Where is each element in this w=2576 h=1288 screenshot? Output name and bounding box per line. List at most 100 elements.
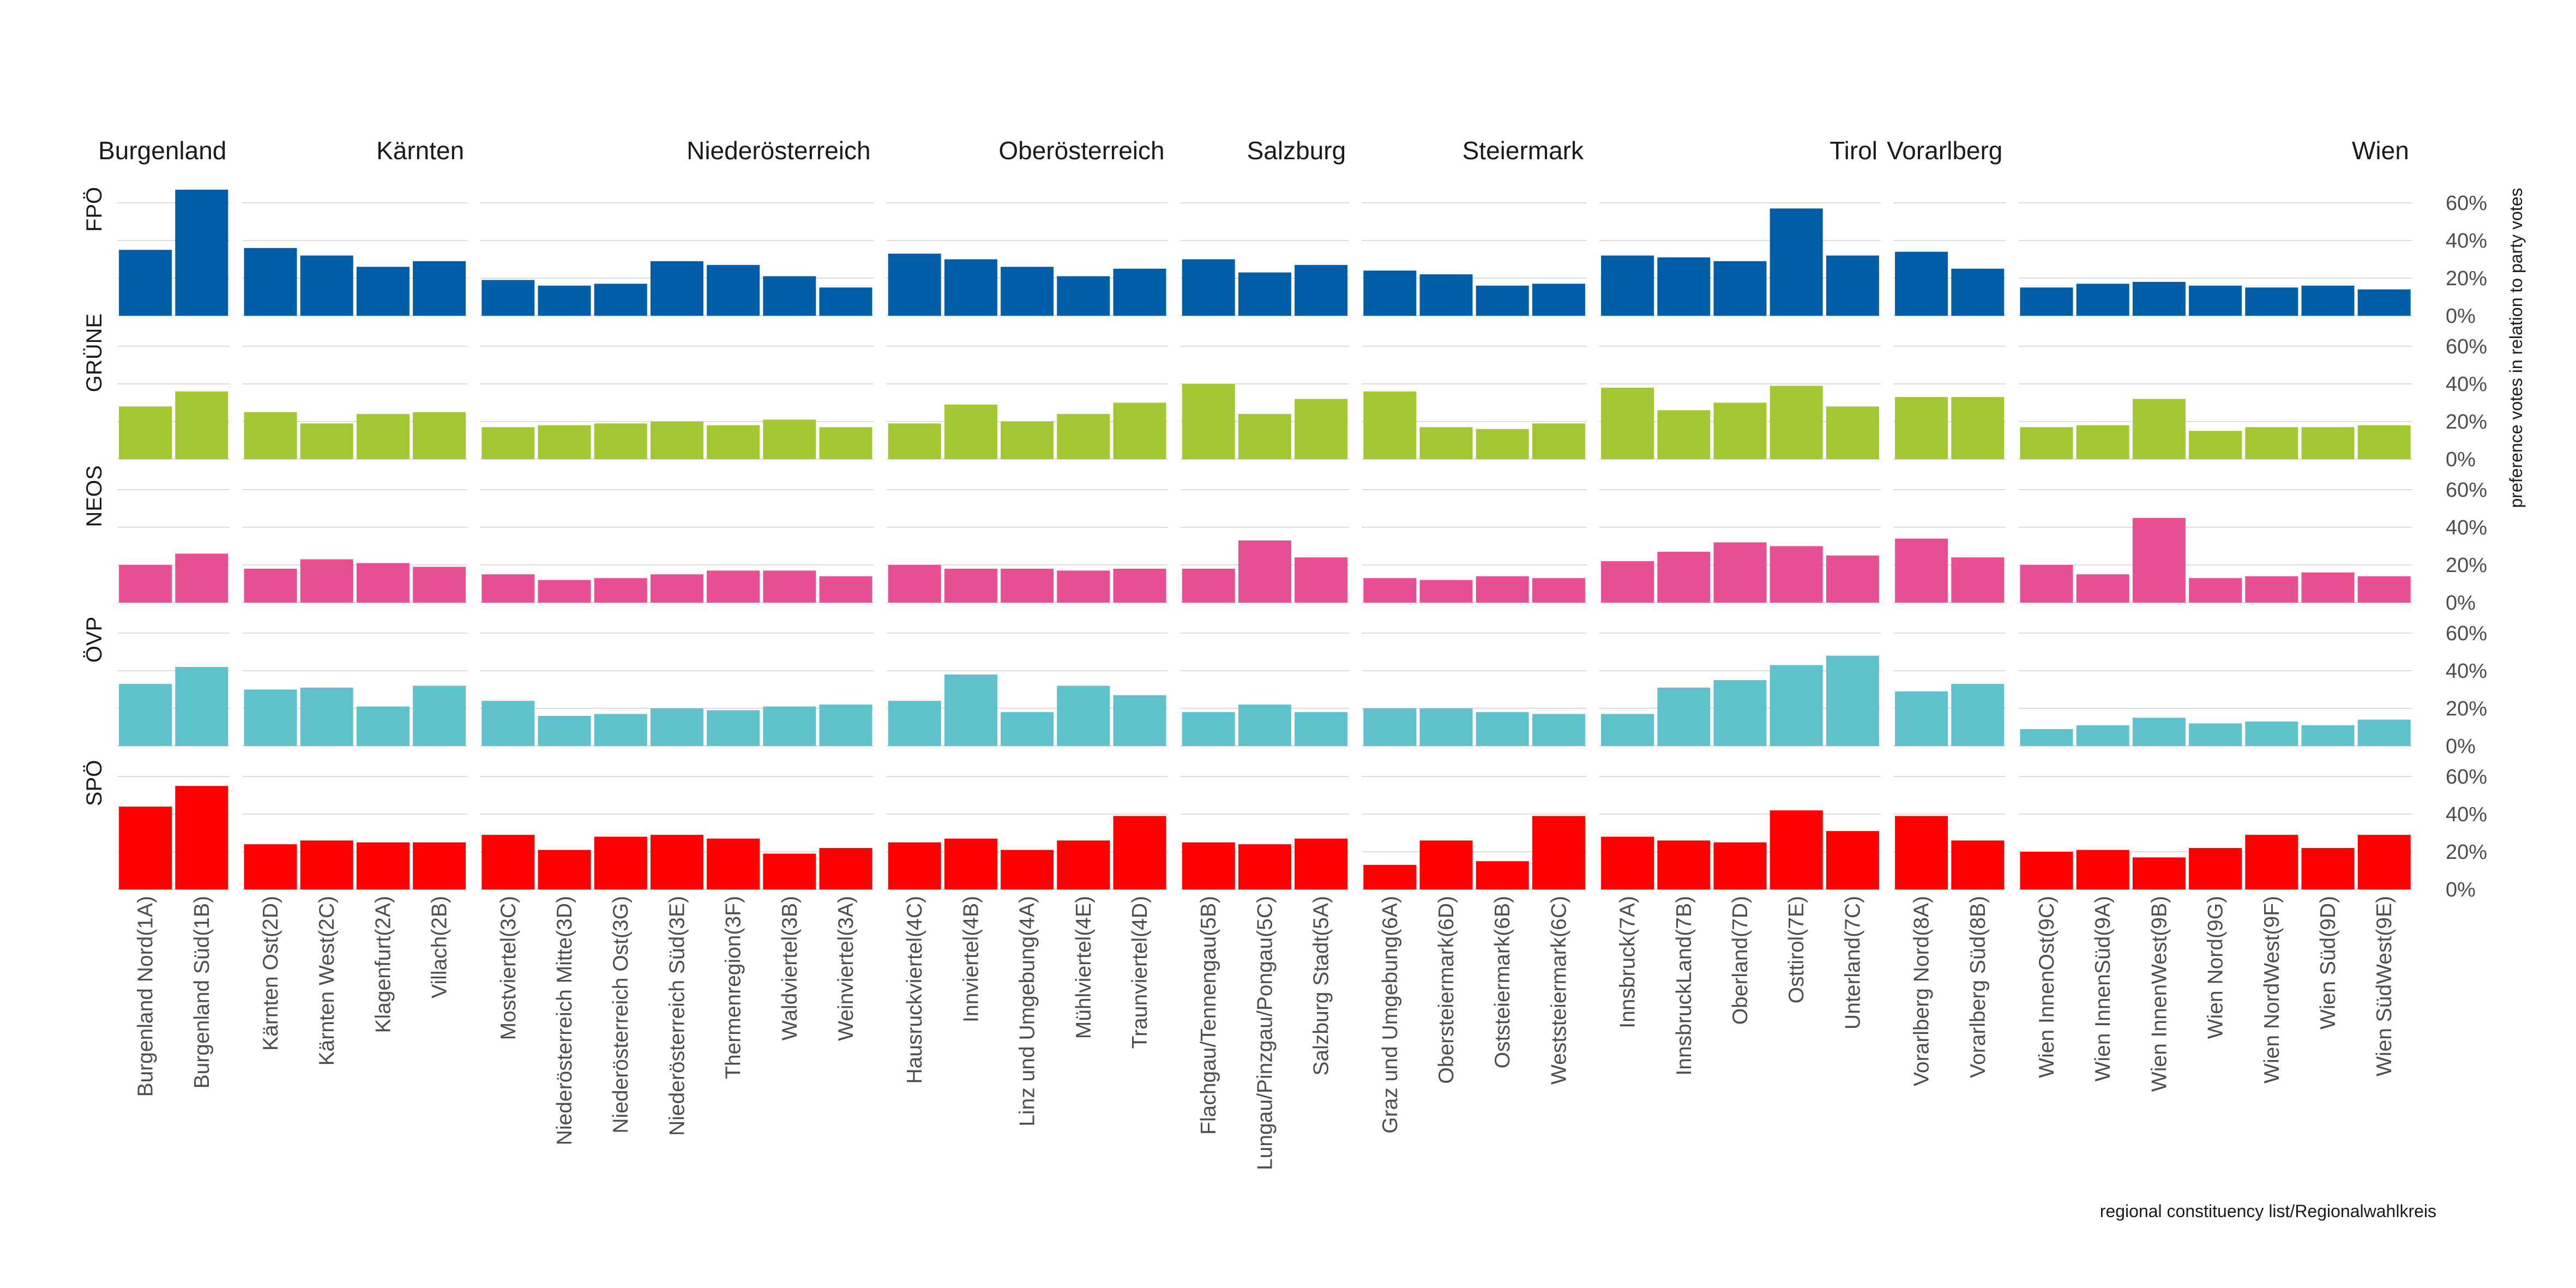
bar-grune-niederosterreich-ost-3g [594,423,647,459]
bar-ovp-wien-innenwest-9b [2132,718,2186,746]
bar-fpo-niederosterreich-sud-3e [650,261,703,316]
bar-grune-mostviertel-3c [482,427,535,459]
y-tick-label: 40% [2446,230,2487,252]
bar-neos-waldviertel-3b [763,570,816,603]
x-category-label: Kärnten Ost(2D) [259,896,282,1051]
x-category-label: Wien InnenOst(9C) [2035,896,2059,1078]
bar-grune-wien-sud-9d [2301,427,2355,459]
bar-grune-graz-und-umgebung-6a [1363,391,1417,459]
x-category-label: Flachgau/Tennengau(5B) [1197,896,1220,1135]
bar-ovp-villach-2b [413,685,466,746]
bar-ovp-wien-innenost-9c [2020,729,2073,746]
bar-spo-wien-nordwest-9f [2245,834,2298,889]
bar-neos-muhlviertel-4e [1057,570,1110,603]
bar-grune-klagenfurt-2a [356,414,410,459]
bar-fpo-unterland-7c [1826,255,1879,316]
y-tick-label: 0% [2446,448,2476,471]
bar-fpo-salzburg-stadt-5a [1295,264,1348,316]
bar-ovp-osttirol-7e [1770,665,1823,746]
x-category-label: Wien SüdWest(9E) [2373,896,2396,1076]
bar-neos-niederosterreich-ost-3g [594,578,647,603]
bar-ovp-obersteiermark-6d [1419,708,1473,746]
bar-ovp-unterland-7c [1826,655,1879,746]
bar-fpo-waldviertel-3b [763,276,816,316]
x-category-label: Mostviertel(3C) [497,896,520,1040]
bar-grune-burgenland-sud-1b [175,391,228,459]
x-category-label: Kärnten West(2C) [315,896,339,1066]
x-category-label: Innviertel(4B) [959,896,983,1022]
bar-fpo-oststeiermark-6b [1476,285,1529,316]
bar-neos-vorarlberg-nord-8a [1895,538,1948,603]
bar-spo-mostviertel-3c [482,834,535,889]
x-category-label: Unterland(7C) [1841,896,1864,1030]
x-category-label: Vorarlberg Süd(8B) [1966,896,1990,1078]
bar-fpo-villach-2b [413,261,466,316]
bar-grune-innsbruckland-7b [1657,410,1711,459]
bar-neos-graz-und-umgebung-6a [1363,578,1417,603]
bar-fpo-burgenland-nord-1a [119,250,172,316]
x-category-label: Obersteiermark(6D) [1435,896,1458,1084]
bar-spo-hausruckviertel-4c [888,842,941,889]
bar-fpo-oberland-7d [1713,261,1767,316]
bar-ovp-karnten-ost-2d [244,689,297,746]
bar-ovp-wien-nordwest-9f [2245,721,2298,746]
x-category-label: Oberland(7D) [1729,896,1752,1025]
y-tick-label: 20% [2446,267,2487,290]
bar-neos-villach-2b [413,567,466,603]
y-tick-label: 40% [2446,660,2487,683]
bar-grune-waldviertel-3b [763,419,816,459]
bar-grune-wien-innensud-9a [2076,425,2129,459]
bar-layer [119,189,2411,889]
bar-spo-niederosterreich-ost-3g [594,836,647,889]
bar-ovp-niederosterreich-ost-3g [594,714,647,746]
bar-spo-weststeiermark-6c [1532,816,1585,889]
bar-neos-wien-nord-9g [2189,578,2242,603]
bar-ovp-oberland-7d [1713,680,1767,746]
y-tick-label: 40% [2446,803,2487,826]
bar-grune-niederosterreich-sud-3e [650,422,703,459]
bar-spo-traunviertel-4d [1113,816,1166,889]
bar-ovp-weinviertel-3a [819,705,872,746]
bar-fpo-flachgau-tennengau-5b [1182,259,1235,316]
bar-spo-niederosterreich-sud-3e [650,834,703,889]
bar-neos-niederosterreich-sud-3e [650,574,703,603]
bar-spo-linz-und-umgebung-4a [1001,850,1054,889]
bar-fpo-klagenfurt-2a [356,267,410,316]
bar-spo-innsbruckland-7b [1657,840,1711,889]
x-category-label: Villach(2B) [428,896,452,998]
bar-grune-oberland-7d [1713,402,1767,459]
y-tick-label: 40% [2446,373,2487,396]
party-strip-fpo: FPÖ [82,187,106,232]
bar-grune-vorarlberg-nord-8a [1895,397,1948,459]
bar-ovp-graz-und-umgebung-6a [1363,708,1417,746]
bar-ovp-burgenland-sud-1b [175,667,228,746]
x-category-label: Oststeiermark(6B) [1491,896,1514,1068]
bar-neos-karnten-west-2c [300,559,353,603]
bar-ovp-klagenfurt-2a [356,706,410,746]
bar-ovp-innviertel-4b [944,674,997,746]
x-category-label: Vorarlberg Nord(8A) [1910,896,1934,1086]
bar-spo-lungau-pinzgau-pongau-5c [1238,844,1291,889]
y-tick-label: 20% [2446,697,2487,720]
bar-grune-villach-2b [413,412,466,459]
y-tick-label: 20% [2446,554,2487,577]
bar-fpo-innsbruck-7a [1601,255,1654,316]
y-axis-title: preference votes in relation to party vo… [2506,188,2526,508]
x-category-labels: Burgenland Nord(1A) Burgenland Süd(1B) Kär… [134,896,2397,1170]
bar-fpo-innviertel-4b [944,259,997,316]
bar-fpo-osttirol-7e [1770,208,1823,316]
bar-fpo-wien-sudwest-9e [2357,289,2411,316]
bar-ovp-linz-und-umgebung-4a [1001,712,1054,746]
bar-spo-burgenland-nord-1a [119,806,172,889]
state-strip-karnten: Kärnten [376,136,464,165]
bar-ovp-vorarlberg-sud-8b [1951,684,2005,746]
bar-neos-thermenregion-3f [707,570,760,603]
bar-ovp-wien-sudwest-9e [2357,719,2411,746]
bar-spo-wien-innensud-9a [2076,850,2129,889]
y-tick-label: 60% [2446,479,2487,502]
bar-spo-graz-und-umgebung-6a [1363,865,1417,889]
x-category-label: Thermenregion(3F) [722,896,745,1079]
bar-spo-oststeiermark-6b [1476,861,1529,889]
party-strip-neos: NEOS [82,465,106,527]
bar-ovp-weststeiermark-6c [1532,714,1585,746]
